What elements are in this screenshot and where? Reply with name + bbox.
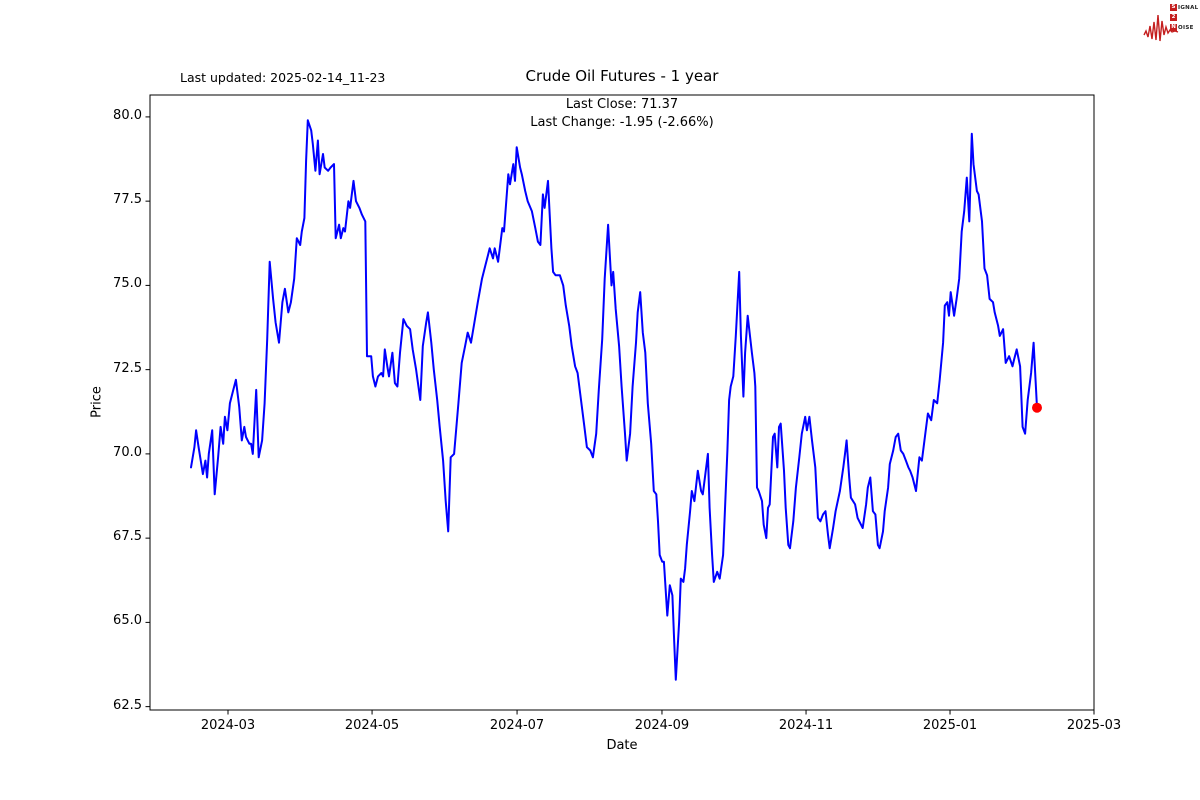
y-tick-label: 77.5: [113, 192, 142, 208]
x-tick-label: 2024-05: [344, 718, 400, 733]
x-tick-label: 2025-01: [922, 718, 978, 733]
y-tick-label: 70.0: [113, 444, 142, 460]
chart-title: Crude Oil Futures - 1 year: [525, 67, 719, 85]
logo-signal-rest: IGNAL: [1178, 4, 1199, 11]
y-tick-label: 65.0: [113, 613, 142, 629]
y-tick-label: 80.0: [113, 107, 142, 123]
y-tick-label: 75.0: [113, 276, 142, 292]
y-tick-label: 62.5: [113, 697, 142, 713]
y-tick-label: 67.5: [113, 529, 142, 545]
logo-row-noise: N OISE: [1170, 23, 1198, 32]
x-tick-label: 2024-03: [200, 718, 256, 733]
x-tick-label: 2024-09: [634, 718, 690, 733]
logo-row-signal: S IGNAL: [1170, 3, 1198, 12]
logo-chip-2: 2: [1170, 14, 1177, 21]
y-tick-label: 72.5: [113, 360, 142, 376]
annotation-last-change: Last Change: -1.95 (-2.66%): [530, 115, 714, 130]
x-axis-label: Date: [606, 738, 638, 753]
last-updated-text: Last updated: 2025-02-14_11-23: [180, 70, 386, 85]
last-price-marker: [1032, 402, 1042, 413]
logo-row-2: 2: [1170, 13, 1198, 22]
x-tick-label: 2025-03: [1066, 718, 1122, 733]
logo-chip-n: N: [1170, 24, 1177, 31]
annotation-last-close: Last Close: 71.37: [565, 97, 679, 112]
x-tick-label: 2024-11: [778, 718, 834, 733]
logo-noise-rest: OISE: [1178, 24, 1194, 31]
logo-chip-s: S: [1170, 4, 1177, 11]
logo-text: S IGNAL 2 N OISE: [1170, 3, 1198, 33]
price-line: [190, 119, 1038, 681]
logo: S IGNAL 2 N OISE: [1143, 2, 1199, 46]
plot-border: [149, 94, 1095, 711]
x-tick-label: 2024-07: [489, 718, 545, 733]
